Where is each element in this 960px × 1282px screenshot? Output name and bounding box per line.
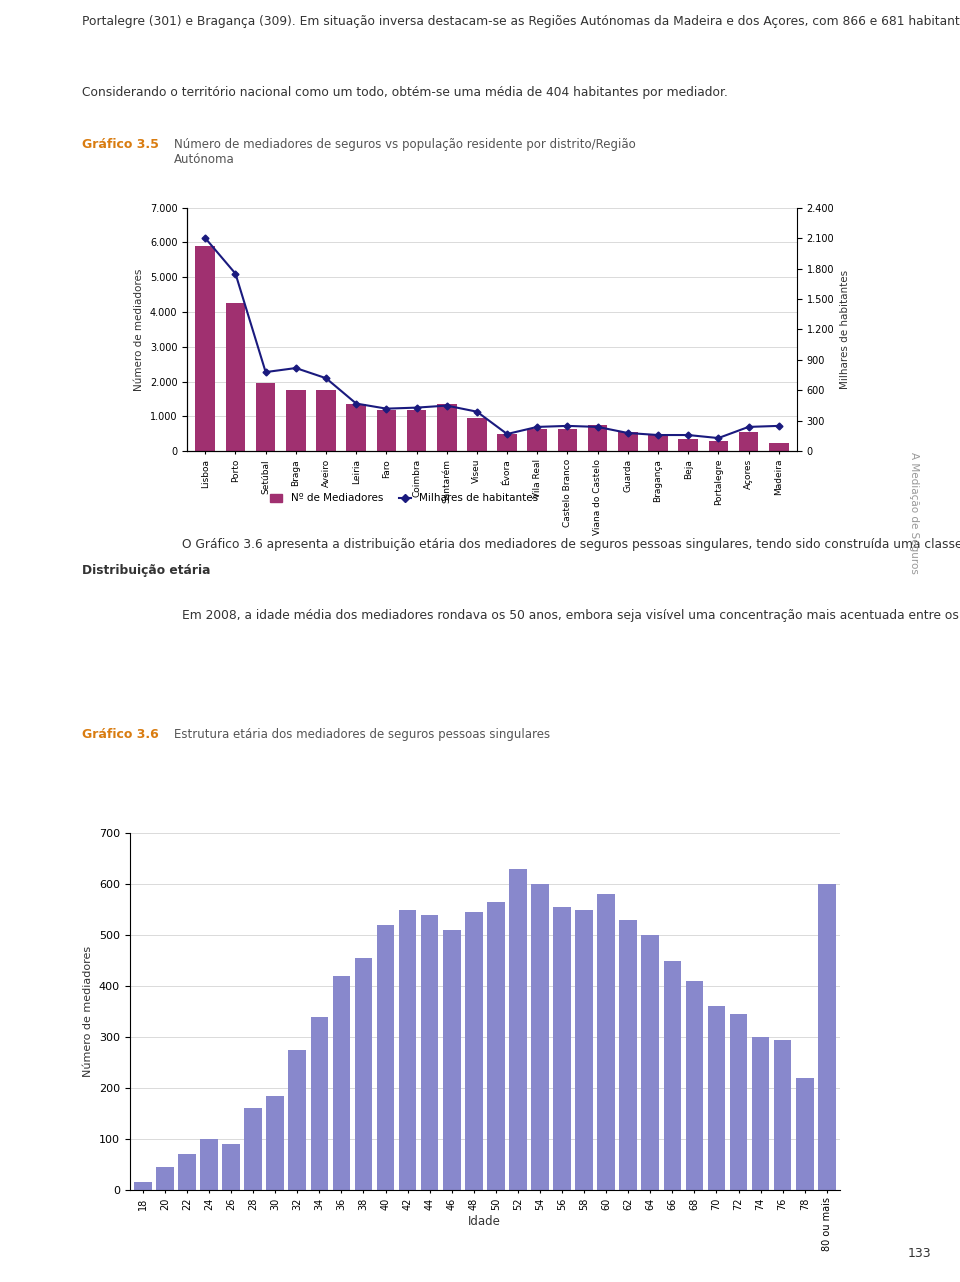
- Bar: [407, 409, 426, 451]
- Bar: [769, 442, 788, 451]
- Bar: [226, 304, 246, 451]
- Legend: Nº de Mediadores, Milhares de habitantes: Nº de Mediadores, Milhares de habitantes: [266, 490, 542, 508]
- Bar: [663, 960, 682, 1190]
- Text: Idade: Idade: [468, 1215, 501, 1228]
- Bar: [730, 1014, 747, 1190]
- Bar: [398, 910, 417, 1190]
- Bar: [752, 1037, 769, 1190]
- Bar: [437, 404, 457, 451]
- Bar: [553, 908, 571, 1190]
- Bar: [575, 910, 593, 1190]
- Bar: [796, 1078, 813, 1190]
- Bar: [196, 246, 215, 451]
- Bar: [201, 1138, 218, 1190]
- Bar: [266, 1096, 284, 1190]
- Text: O Gráfico 3.6 apresenta a distribuição etária dos mediadores de seguros pessoas : O Gráfico 3.6 apresenta a distribuição e…: [182, 538, 960, 551]
- Text: Número de mediadores de seguros vs população residente por distrito/Região
Autón: Número de mediadores de seguros vs popul…: [174, 138, 636, 167]
- Bar: [648, 433, 668, 451]
- Bar: [619, 920, 637, 1190]
- Bar: [310, 1017, 328, 1190]
- Bar: [641, 935, 660, 1190]
- Bar: [679, 438, 698, 451]
- Bar: [347, 404, 366, 451]
- Y-axis label: Número de mediadores: Número de mediadores: [84, 946, 93, 1077]
- Bar: [332, 976, 350, 1190]
- Bar: [286, 390, 305, 451]
- Bar: [531, 885, 549, 1190]
- Text: Considerando o território nacional como um todo, obtém-se uma média de 404 habit: Considerando o território nacional como …: [82, 86, 728, 99]
- Bar: [245, 1108, 262, 1190]
- Text: Gráfico 3.6: Gráfico 3.6: [82, 728, 158, 741]
- Bar: [420, 915, 439, 1190]
- Bar: [487, 903, 505, 1190]
- Text: Em 2008, a idade média dos mediadores rondava os 50 anos, embora seja visível um: Em 2008, a idade média dos mediadores ro…: [182, 609, 960, 622]
- Bar: [465, 913, 483, 1190]
- Bar: [708, 1006, 725, 1190]
- Bar: [468, 418, 487, 451]
- Bar: [376, 409, 396, 451]
- Bar: [443, 929, 461, 1190]
- Text: Distribuição etária: Distribuição etária: [82, 564, 210, 577]
- Bar: [376, 924, 395, 1190]
- Bar: [288, 1050, 306, 1190]
- Text: Gráfico 3.5: Gráfico 3.5: [82, 138, 158, 151]
- Bar: [256, 383, 276, 451]
- Bar: [818, 885, 835, 1190]
- Bar: [588, 426, 608, 451]
- Bar: [558, 428, 577, 451]
- Bar: [597, 895, 615, 1190]
- Text: Estrutura etária dos mediadores de seguros pessoas singulares: Estrutura etária dos mediadores de segur…: [174, 728, 550, 741]
- Bar: [354, 958, 372, 1190]
- Bar: [179, 1154, 196, 1190]
- Y-axis label: Número de mediadores: Número de mediadores: [134, 268, 144, 391]
- Bar: [685, 981, 704, 1190]
- Bar: [708, 441, 728, 451]
- Text: A Mediação de Seguros: A Mediação de Seguros: [909, 451, 920, 574]
- Text: 133: 133: [907, 1246, 931, 1260]
- Bar: [156, 1167, 174, 1190]
- Text: Portalegre (301) e Bragança (309). Em situação inversa destacam-se as Regiões Au: Portalegre (301) e Bragança (309). Em si…: [82, 15, 960, 28]
- Bar: [134, 1182, 152, 1190]
- Bar: [223, 1144, 240, 1190]
- Bar: [509, 869, 527, 1190]
- Bar: [527, 428, 547, 451]
- Bar: [316, 390, 336, 451]
- Bar: [497, 433, 516, 451]
- Bar: [738, 432, 758, 451]
- Y-axis label: Milhares de habitantes: Milhares de habitantes: [840, 271, 850, 388]
- Bar: [774, 1040, 791, 1190]
- Bar: [618, 432, 637, 451]
